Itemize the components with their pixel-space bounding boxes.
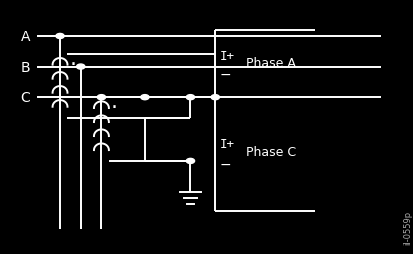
Text: I+: I+: [219, 50, 234, 63]
Circle shape: [186, 159, 194, 164]
Text: A: A: [21, 30, 30, 44]
Text: Phase C: Phase C: [246, 145, 296, 158]
Circle shape: [97, 95, 105, 100]
Circle shape: [211, 95, 219, 100]
Text: −: −: [219, 157, 230, 171]
Circle shape: [56, 34, 64, 39]
Circle shape: [186, 95, 194, 100]
Text: C: C: [21, 91, 31, 105]
Text: −: −: [219, 67, 230, 81]
Text: il-0559p: il-0559p: [402, 210, 411, 244]
Text: Phase A: Phase A: [246, 56, 295, 69]
Circle shape: [140, 95, 149, 100]
Circle shape: [76, 65, 85, 70]
Text: B: B: [21, 60, 30, 74]
Text: ·: ·: [69, 55, 76, 75]
Text: ·: ·: [110, 98, 117, 118]
Text: I+: I+: [219, 138, 234, 151]
